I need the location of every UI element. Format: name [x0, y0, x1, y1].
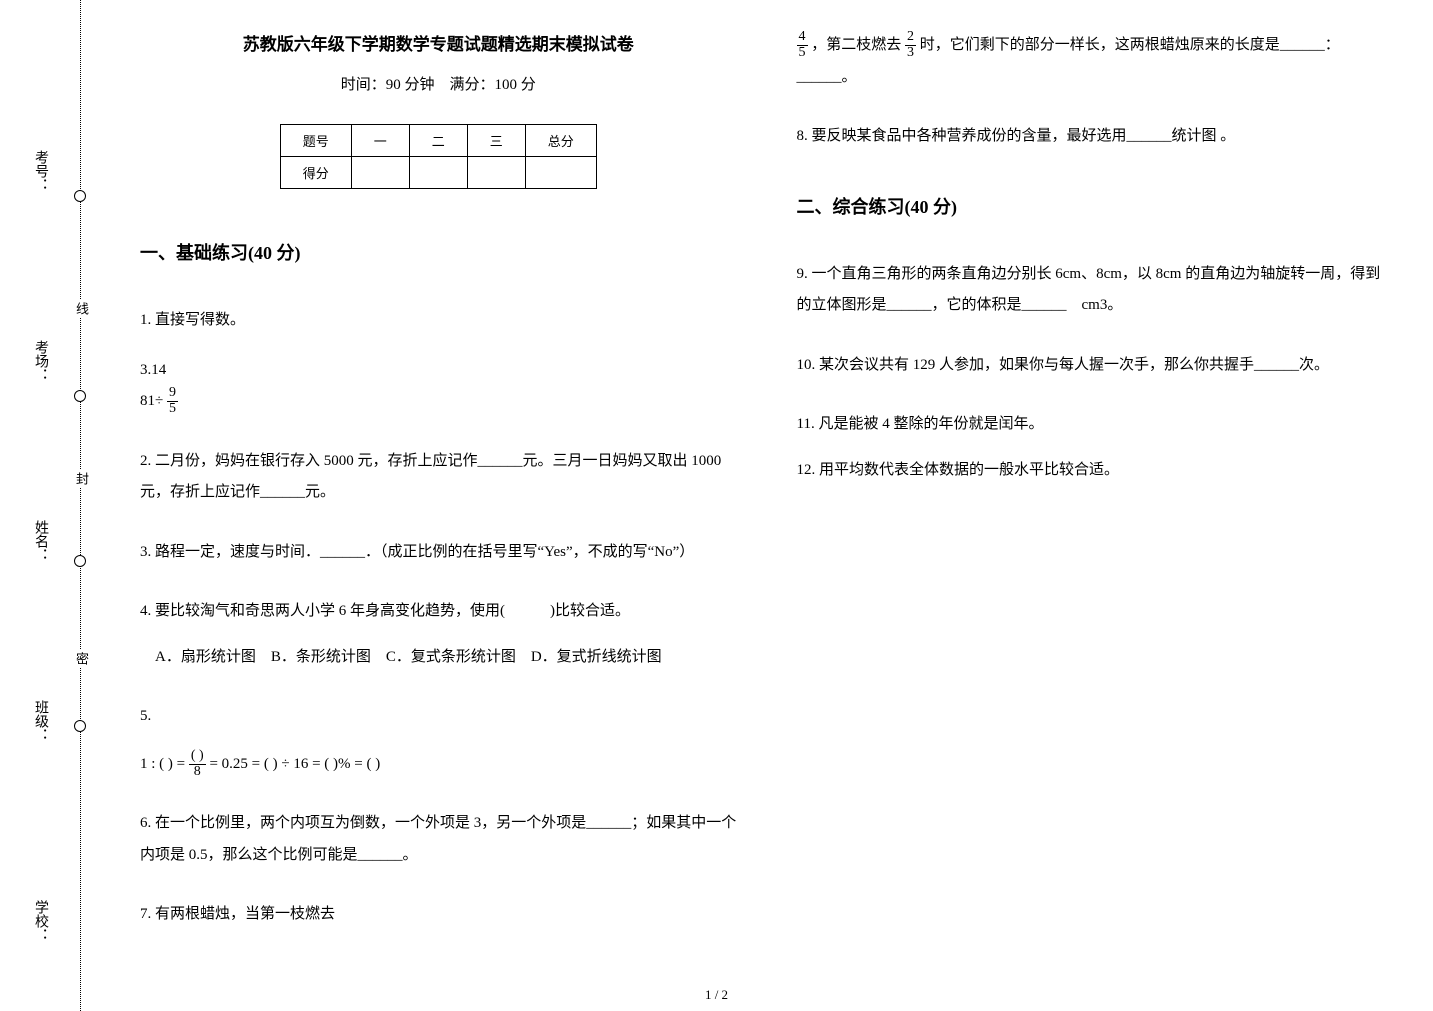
score-cell: [351, 157, 409, 189]
question-2: 2. 二月份，妈妈在银行存入 5000 元，存折上应记作______元。三月一日…: [140, 446, 737, 509]
question-8: 8. 要反映某食品中各种营养成份的含量，最好选用______统计图 。: [797, 121, 1394, 153]
frac-num: 2: [905, 30, 916, 46]
q7-body: 4 5 ，第二枝燃去 2 3 时，它们剩下的部分一样长，这两根蜡烛原来的长度是_…: [797, 30, 1394, 93]
binding-label-room: 考场：: [30, 340, 50, 382]
score-cell: [467, 157, 525, 189]
page-number: 1 / 2: [705, 987, 728, 1003]
score-header: 三: [467, 125, 525, 157]
seal-char: 封: [72, 470, 91, 487]
q5-expression: 1 : ( ) = ( ) 8 = 0.25 = ( ) ÷ 16 = ( )%…: [140, 749, 737, 781]
frac-den: 5: [167, 402, 178, 417]
question-11: 11. 凡是能被 4 整除的年份就是闰年。: [797, 409, 1394, 441]
table-row: 题号 一 二 三 总分: [280, 125, 596, 157]
q1-line1: 3.14: [140, 355, 737, 387]
q4-stem: 4. 要比较淘气和奇思两人小学 6 年身高变化趋势，使用( )比较合适。: [140, 596, 737, 628]
question-4: 4. 要比较淘气和奇思两人小学 6 年身高变化趋势，使用( )比较合适。 A．扇…: [140, 596, 737, 673]
q7-stem: 7. 有两根蜡烛，当第一枝燃去: [140, 899, 737, 931]
binding-dotted-line: [80, 0, 81, 1011]
page-content: 苏教版六年级下学期数学专题试题精选期末模拟试卷 时间：90 分钟 满分：100 …: [110, 0, 1433, 960]
frac-num: ( ): [189, 749, 206, 765]
score-header: 总分: [525, 125, 596, 157]
q5-expr-a: 1 : ( ) =: [140, 756, 189, 772]
score-table: 题号 一 二 三 总分 得分: [280, 124, 597, 189]
q1-line2: 81÷ 9 5: [140, 386, 737, 418]
binding-label-name: 姓名：: [30, 520, 50, 562]
frac-num: 4: [797, 30, 808, 46]
binding-circle: [74, 720, 86, 732]
seal-char: 线: [72, 300, 91, 317]
frac-den: 3: [905, 46, 916, 61]
binding-label-school: 学校：: [30, 900, 50, 942]
q1-stem: 1. 直接写得数。: [140, 305, 737, 337]
score-header: 一: [351, 125, 409, 157]
score-header: 题号: [280, 125, 351, 157]
binding-circle: [74, 390, 86, 402]
exam-title: 苏教版六年级下学期数学专题试题精选期末模拟试卷: [140, 30, 737, 55]
q1-line2-pre: 81÷: [140, 393, 167, 409]
seal-char: 密: [72, 650, 91, 667]
binding-label-class: 班级：: [30, 700, 50, 742]
question-9: 9. 一个直角三角形的两条直角边分别长 6cm、8cm，以 8cm 的直角边为轴…: [797, 259, 1394, 322]
score-cell: [525, 157, 596, 189]
binding-circle: [74, 190, 86, 202]
frac-den: 8: [189, 765, 206, 780]
fraction: 9 5: [167, 386, 178, 416]
frac-den: 5: [797, 46, 808, 61]
section-2-heading: 二、综合练习(40 分): [797, 193, 1394, 219]
fraction: 4 5: [797, 30, 808, 60]
q4-options: A．扇形统计图 B．条形统计图 C．复式条形统计图 D．复式折线统计图: [140, 642, 737, 674]
frac-num: 9: [167, 386, 178, 402]
exam-subtitle: 时间：90 分钟 满分：100 分: [140, 73, 737, 94]
binding-margin: 学校： 班级： 姓名： 考场： 考号： 密 封 线: [0, 0, 110, 1011]
binding-label-number: 考号：: [30, 150, 50, 192]
fraction: 2 3: [905, 30, 916, 60]
question-6: 6. 在一个比例里，两个内项互为倒数，一个外项是 3，另一个外项是______；…: [140, 808, 737, 871]
q5-stem: 5.: [140, 701, 737, 733]
question-5: 5. 1 : ( ) = ( ) 8 = 0.25 = ( ) ÷ 16 = (…: [140, 701, 737, 780]
score-header: 二: [409, 125, 467, 157]
question-12: 12. 用平均数代表全体数据的一般水平比较合适。: [797, 455, 1394, 487]
question-1: 1. 直接写得数。 3.14 81÷ 9 5: [140, 305, 737, 418]
question-3: 3. 路程一定，速度与时间．______．（成正比例的在括号里写“Yes”，不成…: [140, 537, 737, 569]
score-row-label: 得分: [280, 157, 351, 189]
q7-mid: ，第二枝燃去: [811, 37, 905, 53]
section-1-heading: 一、基础练习(40 分): [140, 239, 737, 265]
binding-circle: [74, 555, 86, 567]
question-10: 10. 某次会议共有 129 人参加，如果你与每人握一次手，那么你共握手____…: [797, 350, 1394, 382]
q5-expr-b: = 0.25 = ( ) ÷ 16 = ( )% = ( ): [209, 756, 380, 772]
table-row: 得分: [280, 157, 596, 189]
fraction: ( ) 8: [189, 749, 206, 779]
score-cell: [409, 157, 467, 189]
